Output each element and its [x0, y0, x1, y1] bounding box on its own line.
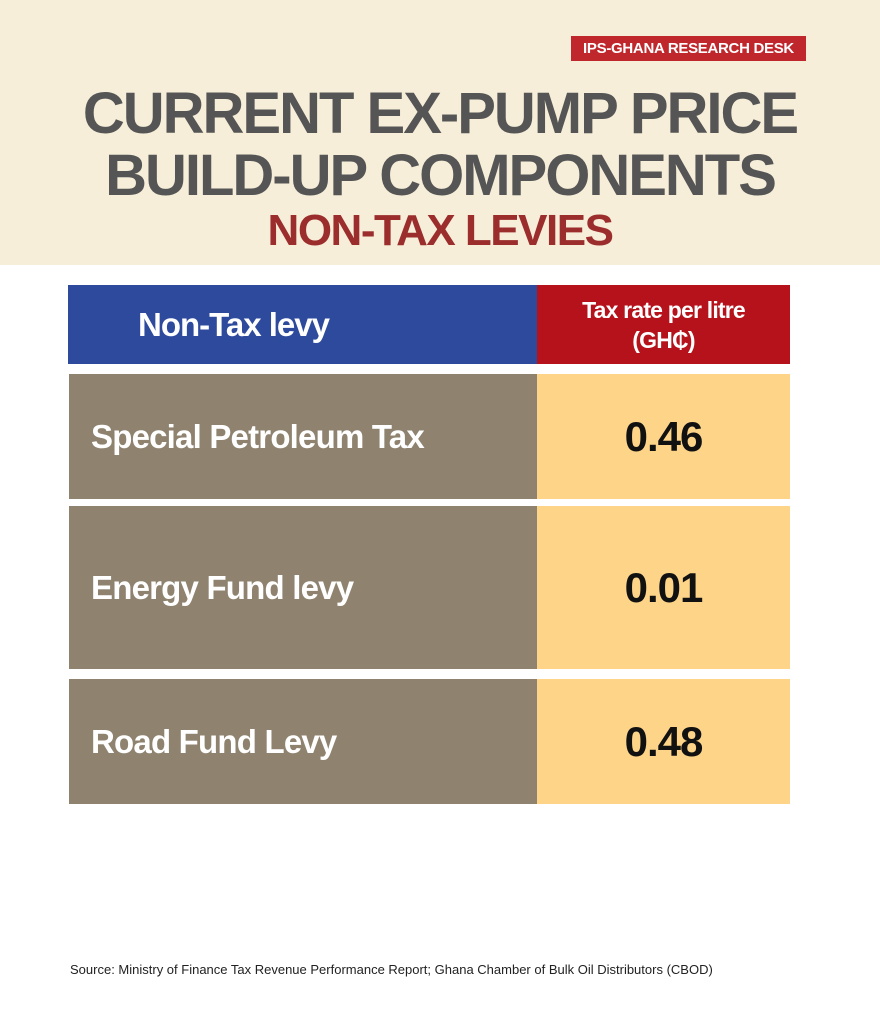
- table-row-levy: Energy Fund levy: [69, 506, 537, 669]
- title-line-2: BUILD-UP COMPONENTS: [105, 143, 777, 208]
- table-row-rate: 0.01: [537, 506, 790, 669]
- column-header-rate-unit: (GH₵): [632, 326, 695, 353]
- title-line-1: CURRENT EX-PUMP PRICE: [82, 81, 799, 146]
- subtitle: NON-TAX LEVIES: [267, 206, 614, 255]
- column-header-levy: Non-Tax levy: [68, 285, 537, 364]
- column-header-rate: Tax rate per litre (GH₵): [537, 285, 790, 364]
- table-row-rate: 0.48: [537, 679, 790, 804]
- column-header-rate-label: Tax rate per litre: [582, 296, 746, 323]
- table-row-levy: Road Fund Levy: [69, 679, 537, 804]
- table-row-levy: Special Petroleum Tax: [69, 374, 537, 499]
- table-row-rate: 0.46: [537, 374, 790, 499]
- source-note: Source: Ministry of Finance Tax Revenue …: [70, 962, 713, 977]
- research-desk-badge: IPS-GHANA RESEARCH DESK: [571, 36, 806, 61]
